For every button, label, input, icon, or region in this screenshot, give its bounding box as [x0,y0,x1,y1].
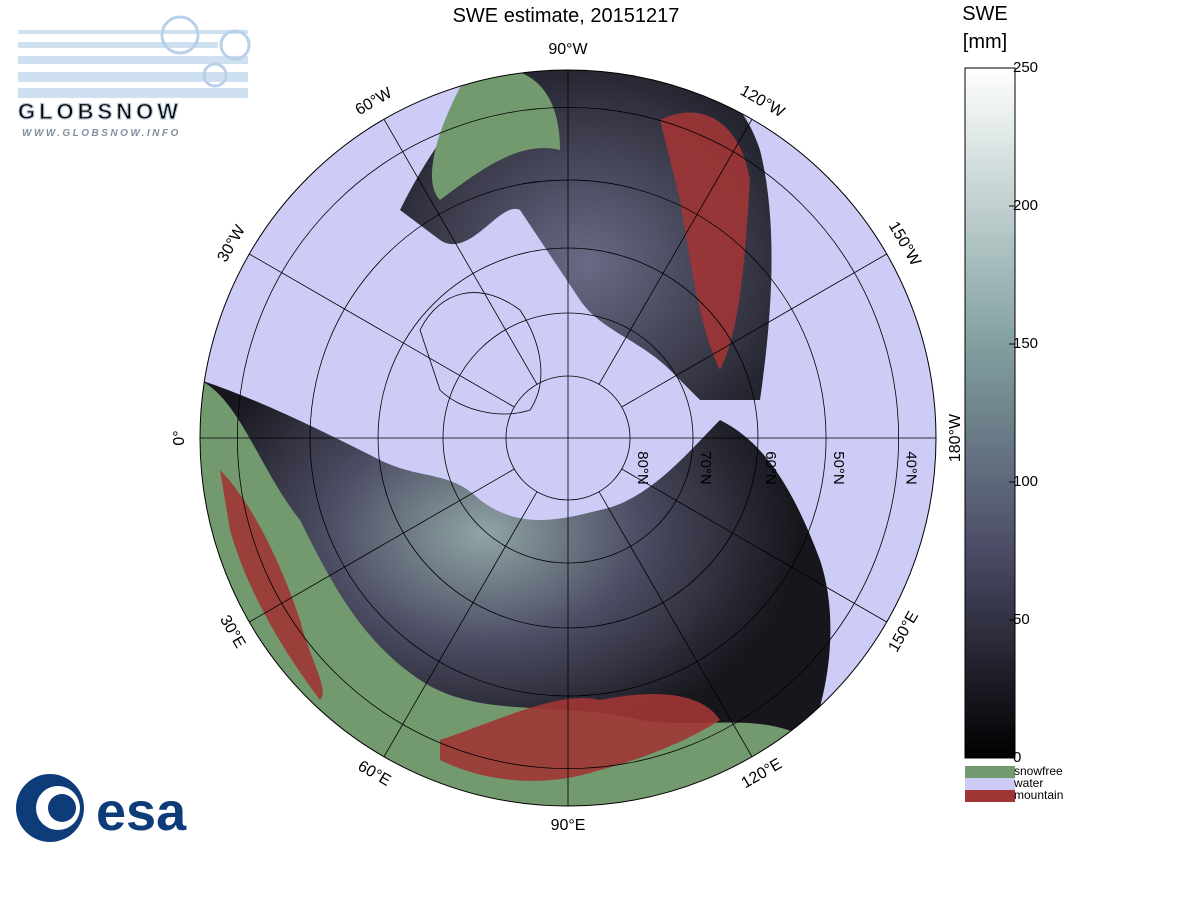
meridian [383,491,538,757]
meridian-label: 60°W [353,84,396,119]
meridian-label: 150°E [885,609,922,655]
meridian [621,253,887,408]
mountains-america [660,112,750,370]
logo-name: GLOBSNOW [18,99,182,124]
parallel-label: 80°N [634,451,651,485]
parallel-label: 70°N [697,451,714,485]
meridian [249,253,515,408]
mountains-eurasia [220,470,720,781]
parallel-label: 40°N [903,451,920,485]
colorbar: SWE [mm] 0 50 100 150 200 250 snowfreewatermou… [962,3,1063,802]
meridian [621,468,887,623]
logo-url: WWW.GLOBSNOW.INFO [22,128,181,139]
snowfree-america [432,70,560,200]
esa-logo: esa [16,774,187,842]
meridian [598,491,753,757]
colorbar-tick-label: 200 [1013,197,1038,214]
meridian-label: 180°W [947,413,964,462]
globsnow-logo: GLOBSNOW WWW.GLOBSNOW.INFO [17,15,251,139]
colorbar-ramp [964,67,1016,759]
parallel-label: 50°N [830,451,847,485]
legend-swatch [965,790,1015,802]
meridian [249,468,515,623]
title: SWE estimate, 20151217 [453,5,680,27]
legend-label: snowfree [1014,764,1063,778]
meridian-label: 120°E [739,755,785,792]
legend-swatch [965,766,1015,778]
legend-label: water [1013,776,1043,790]
meridian-label: 90°E [551,817,586,834]
meridian-label: 60°E [355,758,394,790]
meridian-label: 30°E [216,613,248,652]
graticule: 80°N 70°N 60°N 50°N 40°N 90°W 60°W 30°W 0° 30°E 60… [171,41,964,834]
parallel-label: 60°N [762,451,779,485]
map-disc: 80°N 70°N 60°N 50°N 40°N 90°W 60°W 30°W 0° 30°E 60… [171,41,964,834]
colorbar-label: [mm] [963,31,1007,53]
meridian-label: 90°W [548,41,588,58]
logo-esa: esa [96,782,187,842]
meridian [598,119,753,385]
meridian-label: 30°W [215,222,250,265]
colorbar-tick-label: 100 [1013,473,1038,490]
legend-swatch [965,778,1015,790]
colorbar-tick-label: 250 [1013,59,1038,76]
colorbar-tick-label: 0 [1013,749,1021,766]
legend-label: mountain [1014,788,1063,802]
colorbar-tick-label: 150 [1013,335,1038,352]
colorbar-label: SWE [962,3,1008,25]
meridian [383,119,538,385]
colorbar-tick-label: 50 [1013,611,1030,628]
meridian-label: 0° [171,430,188,445]
greenland [419,292,542,415]
